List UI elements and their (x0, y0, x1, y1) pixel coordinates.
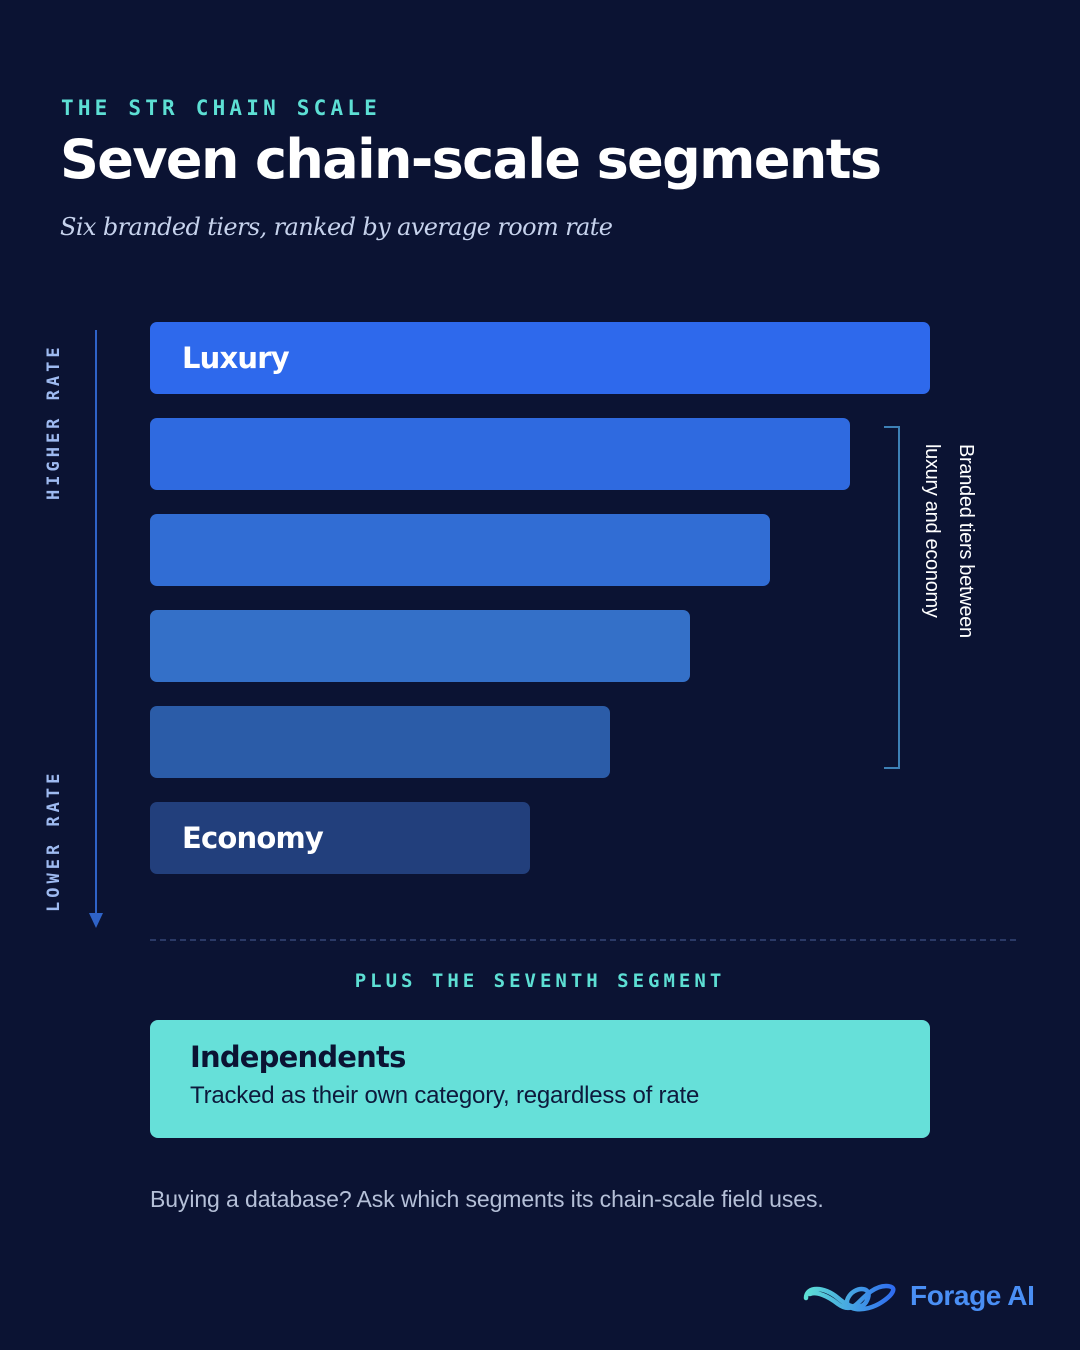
rate-axis-line (95, 330, 97, 915)
tier-bar (150, 610, 690, 682)
footnote: Buying a database? Ask which segments it… (150, 1186, 824, 1212)
bracket-annotation: Branded tiers between luxury and economy (915, 444, 983, 638)
tier-bar (150, 706, 610, 778)
bracket-annotation-line-2: luxury and economy (921, 444, 943, 618)
branded-tiers-bracket (884, 426, 900, 769)
page-subtitle: Six branded tiers, ranked by average roo… (60, 213, 613, 241)
independents-description: Tracked as their own category, regardles… (190, 1082, 700, 1109)
page-title: Seven chain-scale segments (60, 128, 882, 191)
tier-label: Luxury (182, 341, 290, 375)
tier-bar: Economy (150, 802, 530, 874)
section-divider (150, 939, 1016, 941)
tier-bar (150, 514, 770, 586)
independents-title: Independents (190, 1040, 406, 1074)
brand-name: Forage AI (910, 1280, 1035, 1311)
tier-bar (150, 418, 850, 490)
axis-label-lower-rate: LOWER RATE (44, 769, 64, 912)
eyebrow-label: THE STR CHAIN SCALE (61, 96, 382, 120)
bracket-annotation-line-1: Branded tiers between (955, 444, 977, 638)
axis-label-higher-rate: HIGHER RATE (44, 343, 64, 500)
brand-logo: Forage AI (802, 1277, 1035, 1315)
rate-axis-arrow-icon (89, 913, 103, 928)
infinity-logo-icon (803, 1283, 896, 1312)
independents-card: Independents Tracked as their own catego… (150, 1020, 930, 1138)
tier-bar: Luxury (150, 322, 930, 394)
seventh-segment-label: PLUS THE SEVENTH SEGMENT (354, 970, 726, 992)
tier-label: Economy (182, 821, 324, 855)
